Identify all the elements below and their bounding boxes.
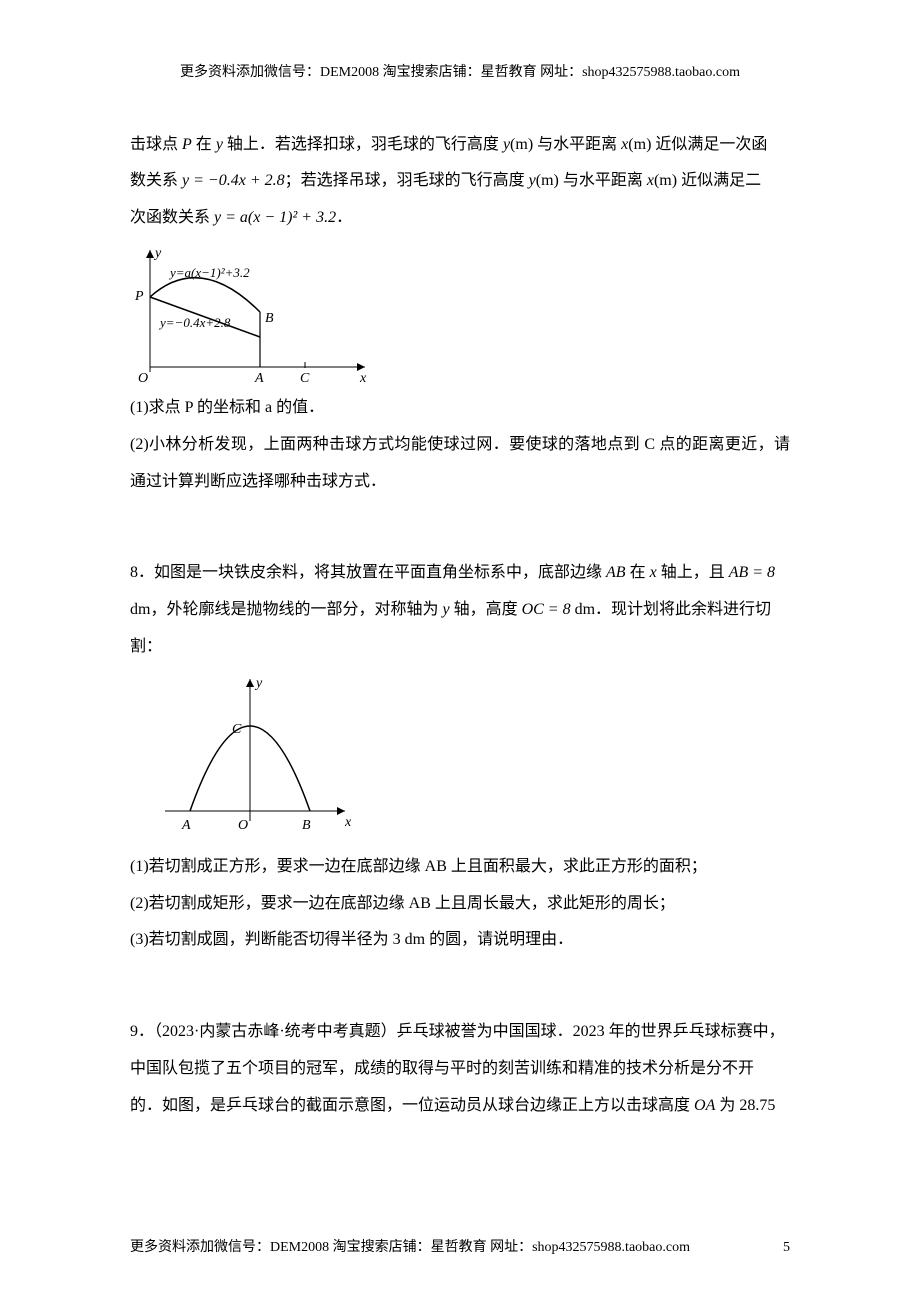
footer-text: 更多资料添加微信号：DEM2008 淘宝搜索店铺：星哲教育 网址：shop432… [130,1235,690,1262]
t: dm．现计划将此余料进行切 [571,601,771,618]
sym-y: y [442,601,449,618]
t: dm，外轮廓线是抛物线的一部分，对称轴为 [130,601,442,618]
q8-line1: 8．如图是一块铁皮余料，将其放置在平面直角坐标系中，底部边缘 AB 在 x 轴上… [130,555,790,592]
fig-label-P: P [134,289,144,304]
q7-line3: 次函数关系 y = a(x − 1)² + 3.2． [130,200,790,237]
unit-m: m [634,136,646,153]
fig-x-axis-label: x [344,815,352,830]
fig-y-axis-label: y [153,246,162,261]
q7-line2: 数关系 y = −0.4x + 2.8；若选择吊球，羽毛球的飞行高度 y(m) … [130,163,790,200]
eq-line: y = −0.4x + 2.8 [182,172,285,189]
fig-label-O: O [238,818,248,833]
eq: OC = 8 [522,601,571,618]
page-number: 5 [783,1235,790,1262]
q7-block: 击球点 P 在 y 轴上．若选择扣球，羽毛球的飞行高度 y(m) 与水平距离 x… [130,127,790,501]
sym-y: y [216,136,223,153]
sym-P: P [182,136,192,153]
q8-line2: dm，外轮廓线是抛物线的一部分，对称轴为 y 轴，高度 OC = 8 dm．现计… [130,592,790,629]
t: ． [336,209,352,226]
fig-y-axis-label: y [254,676,263,691]
t: 与水平距离 [559,172,647,189]
t: 近似满足二 [677,172,761,189]
eq-para: y = a(x − 1)² + 3.2 [214,209,336,226]
q8-line3: 割： [130,629,790,666]
q8-figure: y x C A O B [160,671,790,841]
t: 在 [626,564,650,581]
q9-line3: 的．如图，是乒乓球台的截面示意图，一位运动员从球台边缘正上方以击球高度 OA 为… [130,1088,790,1125]
t: 次函数关系 [130,209,214,226]
t: ；若选择吊球，羽毛球的飞行高度 [285,172,529,189]
unit-m: m [541,172,553,189]
sym-y: y [529,172,536,189]
q9-line1: 9．（2023·内蒙古赤峰·统考中考真题）乒乓球被誉为中国国球．2023 年的世… [130,1014,790,1051]
t: 击球点 [130,136,182,153]
eq: AB = 8 [729,564,775,581]
t: 与水平距离 [533,136,621,153]
t: 轴，高度 [450,601,522,618]
q8-block: 8．如图是一块铁皮余料，将其放置在平面直角坐标系中，底部边缘 AB 在 x 轴上… [130,555,790,959]
t: 的．如图，是乒乓球台的截面示意图，一位运动员从球台边缘正上方以击球高度 [130,1097,694,1114]
q8-sub1: (1)若切割成正方形，要求一边在底部边缘 AB 上且面积最大，求此正方形的面积； [130,849,790,886]
fig-label-A: A [254,371,264,382]
fig-label-C: C [232,722,242,737]
fig-label-O: O [138,371,148,382]
fig-label-B: B [265,311,274,326]
sym-AB: AB [606,564,626,581]
q8-sub3: (3)若切割成圆，判断能否切得半径为 3 dm 的圆，请说明理由． [130,922,790,959]
t: 轴上，且 [657,564,729,581]
sym-x: x [650,564,657,581]
q9-block: 9．（2023·内蒙古赤峰·统考中考真题）乒乓球被誉为中国国球．2023 年的世… [130,1014,790,1124]
t: 8．如图是一块铁皮余料，将其放置在平面直角坐标系中，底部边缘 [130,564,606,581]
q7-line1: 击球点 P 在 y 轴上．若选择扣球，羽毛球的飞行高度 y(m) 与水平距离 x… [130,127,790,164]
q7-figure: P y x y=a(x−1)²+3.2 y=−0.4x+2.8 B O A C [130,242,790,382]
sym-y2: y [503,136,510,153]
t: 数关系 [130,172,182,189]
fig-label-B: B [302,818,311,833]
q7-sub2: (2)小林分析发现，上面两种击球方式均能使球过网．要使球的落地点到 C 点的距离… [130,427,790,501]
q8-sub2: (2)若切割成矩形，要求一边在底部边缘 AB 上且周长最大，求此矩形的周长； [130,886,790,923]
t: 近似满足一次函 [651,136,767,153]
page-header: 更多资料添加微信号：DEM2008 淘宝搜索店铺：星哲教育 网址：shop432… [130,60,790,87]
sym-x: x [647,172,654,189]
page-footer: 更多资料添加微信号：DEM2008 淘宝搜索店铺：星哲教育 网址：shop432… [130,1235,790,1262]
q7-sub1: (1)求点 P 的坐标和 a 的值． [130,390,790,427]
t: 轴上．若选择扣球，羽毛球的飞行高度 [223,136,503,153]
t: 为 28.75 [715,1097,775,1114]
fig-curve-label-2: y=−0.4x+2.8 [158,315,231,330]
fig-label-A: A [181,818,191,833]
fig-x-axis-label: x [359,371,367,382]
t: 在 [192,136,216,153]
q9-line2: 中国队包揽了五个项目的冠军，成绩的取得与平时的刻苦训练和精准的技术分析是分不开 [130,1051,790,1088]
fig-curve-label-1: y=a(x−1)²+3.2 [168,265,250,280]
sym-OA: OA [694,1097,715,1114]
unit-m: m [659,172,671,189]
unit-m: m [515,136,527,153]
fig-label-C: C [300,371,310,382]
